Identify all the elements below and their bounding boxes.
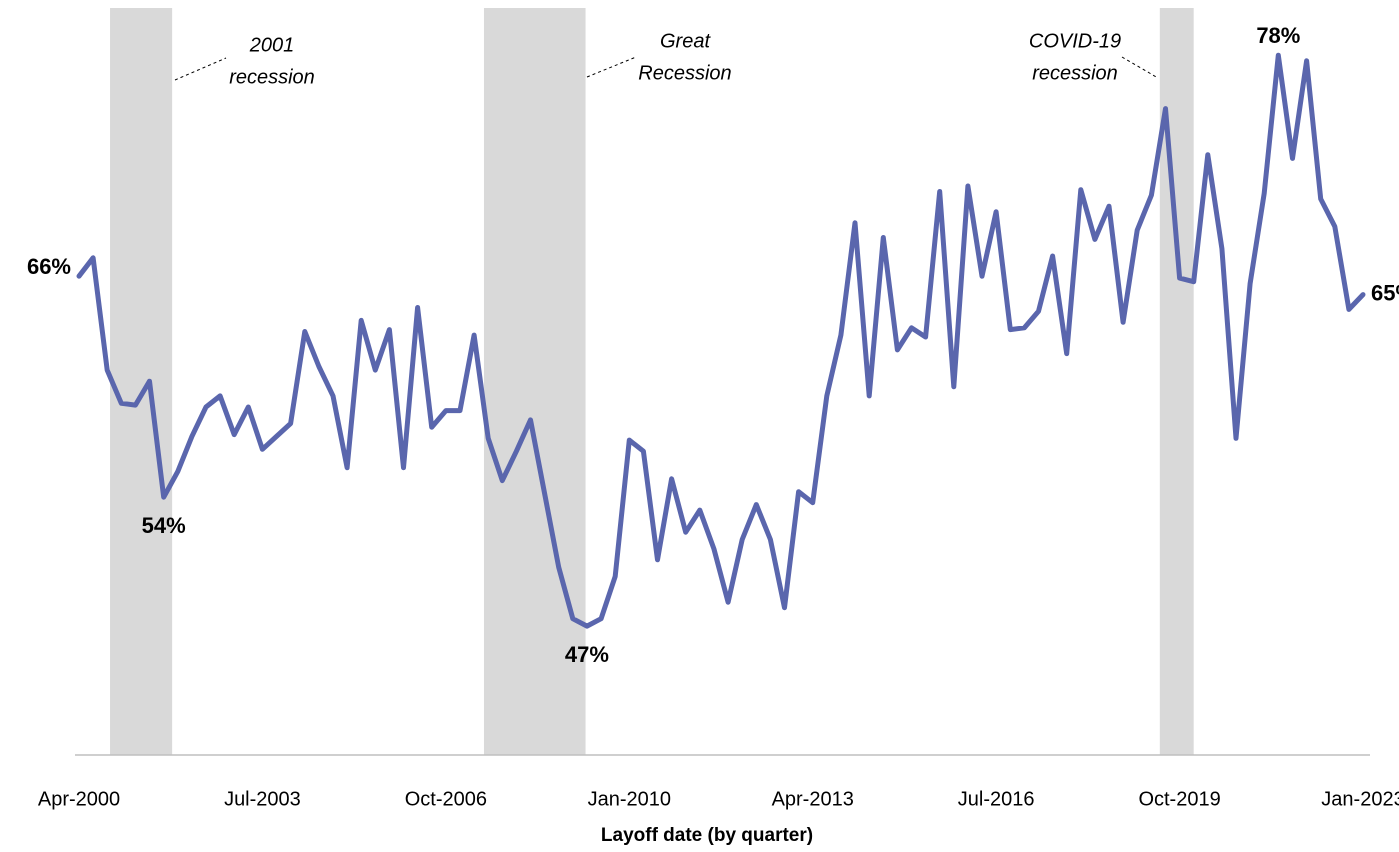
recession-label: Recession <box>638 62 731 84</box>
x-tick-label: Jul-2003 <box>224 788 301 810</box>
x-tick-label: Jul-2016 <box>958 788 1035 810</box>
data-label: 65% <box>1371 280 1399 305</box>
leader-line <box>586 56 637 78</box>
data-label: 54% <box>142 513 186 538</box>
recession-band <box>483 8 586 755</box>
x-tick-label: Apr-2000 <box>38 788 120 810</box>
recession-label: COVID-19 <box>1029 30 1121 52</box>
x-tick-label: Oct-2019 <box>1138 788 1220 810</box>
leader-line <box>174 57 227 81</box>
recession-label: recession <box>1032 62 1118 84</box>
data-label: 78% <box>1256 23 1300 48</box>
recession-label: 2001 <box>249 34 295 56</box>
x-tick-label: Apr-2013 <box>772 788 854 810</box>
data-label: 66% <box>27 254 71 279</box>
data-label: 47% <box>565 642 609 667</box>
recession-label: Great <box>660 30 711 52</box>
x-axis-title: Layoff date (by quarter) <box>601 825 813 846</box>
recession-band <box>110 8 173 755</box>
x-tick-label: Jan-2023 <box>1321 788 1399 810</box>
series-line <box>76 52 1366 629</box>
x-tick-label: Jan-2010 <box>588 788 671 810</box>
recession-label: recession <box>229 66 315 88</box>
x-tick-label: Oct-2006 <box>405 788 487 810</box>
leader-line <box>1121 56 1159 79</box>
